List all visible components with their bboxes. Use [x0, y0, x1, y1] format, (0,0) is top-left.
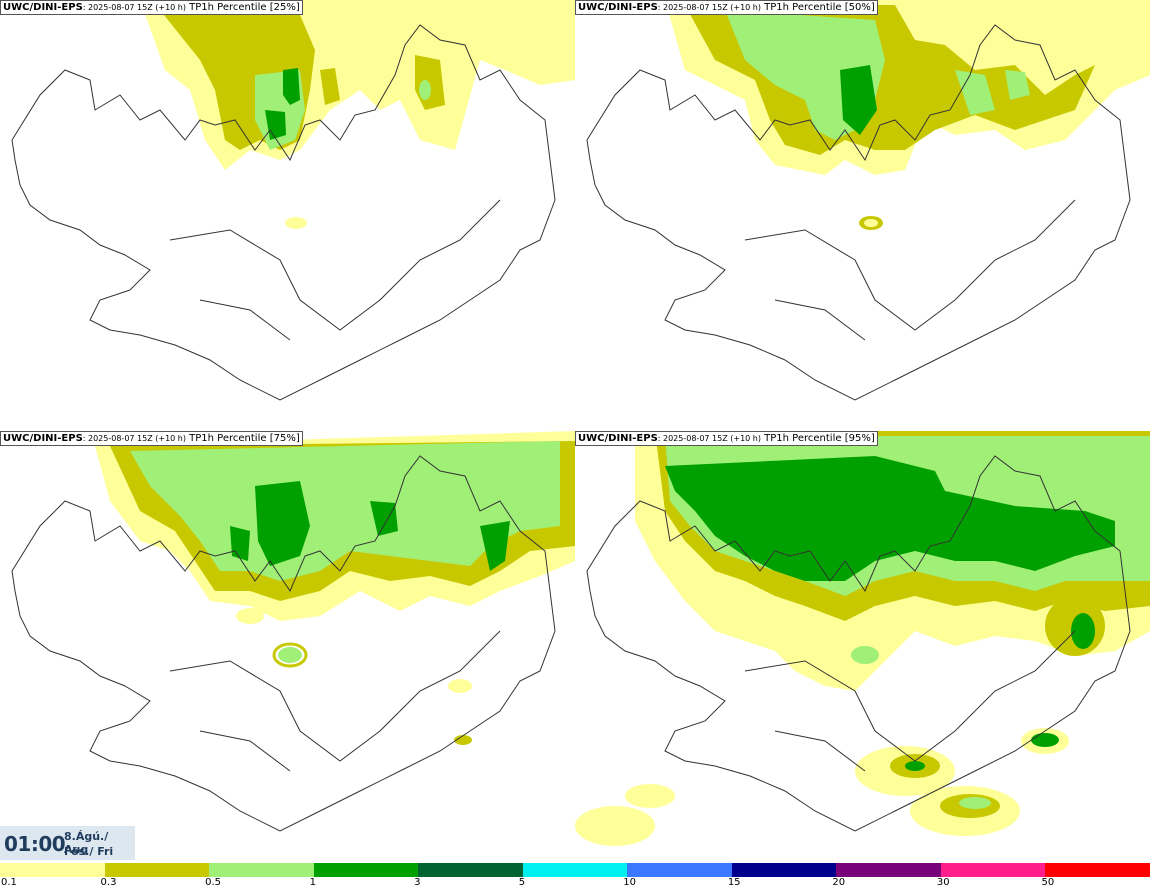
colorbar-tick-label: 20	[832, 877, 846, 888]
valid-weekday: Fös./ Fri	[64, 845, 114, 858]
map-panel-p75: UWC/DINI-EPS: 2025-08-07 15Z (+10 h) TP1…	[0, 431, 575, 861]
model-name: UWC/DINI-EPS	[3, 433, 83, 444]
valid-date: 8.Ágú./ Aug	[64, 830, 109, 856]
coastline	[11, 455, 556, 832]
precip-field	[665, 0, 1150, 230]
colorbar-tick-label: 0.3	[100, 877, 117, 888]
colorbar-tick-label: 0.1	[1, 877, 17, 888]
field-name: TP1h Percentile [75%]	[185, 433, 300, 444]
precip-map	[11, 0, 575, 401]
precip-field	[140, 0, 575, 229]
colorbar-segment	[940, 863, 1046, 877]
colorbar-segment	[522, 863, 628, 877]
precip-map	[586, 0, 1150, 401]
colorbar-segment	[209, 863, 314, 877]
coastline	[586, 455, 1131, 832]
colorbar-segment	[418, 863, 523, 877]
precip-map	[575, 431, 1150, 846]
field-name: TP1h Percentile [25%]	[185, 2, 300, 13]
run-info: : 2025-08-07 15Z (+10 h)	[82, 434, 186, 443]
precip-colorbar	[0, 863, 1150, 877]
coastline	[11, 24, 556, 401]
model-name: UWC/DINI-EPS	[578, 2, 658, 13]
map-panel-p95: UWC/DINI-EPS: 2025-08-07 15Z (+10 h) TP1…	[575, 431, 1150, 861]
colorbar-tick-label: 50	[1041, 877, 1055, 888]
colorbar-tick-label: 10	[623, 877, 636, 888]
colorbar-tick-label: 3	[414, 877, 421, 888]
colorbar-segment	[1045, 863, 1150, 877]
panel-title: UWC/DINI-EPS: 2025-08-07 15Z (+10 h) TP1…	[575, 0, 878, 15]
colorbar-tick-label: 30	[936, 877, 950, 888]
precip-field	[95, 431, 575, 745]
model-name: UWC/DINI-EPS	[3, 2, 83, 13]
map-panel-p50: UWC/DINI-EPS: 2025-08-07 15Z (+10 h) TP1…	[575, 0, 1150, 430]
panel-title: UWC/DINI-EPS: 2025-08-07 15Z (+10 h) TP1…	[0, 431, 303, 446]
valid-time: 01:00	[4, 832, 66, 856]
colorbar-tick-label: 0.5	[205, 877, 221, 888]
run-info: : 2025-08-07 15Z (+10 h)	[657, 434, 761, 443]
precip-map	[11, 431, 575, 832]
colorbar-tick-label: 15	[727, 877, 741, 888]
colorbar-segment	[313, 863, 419, 877]
run-info: : 2025-08-07 15Z (+10 h)	[657, 3, 761, 12]
valid-time-box: 01:00 8.Ágú./ Aug Fös./ Fri	[0, 826, 135, 860]
panel-title: UWC/DINI-EPS: 2025-08-07 15Z (+10 h) TP1…	[575, 431, 878, 446]
map-panel-p25: UWC/DINI-EPS: 2025-08-07 15Z (+10 h) TP1…	[0, 0, 575, 430]
precip-field	[575, 431, 1150, 846]
colorbar-segment	[836, 863, 941, 877]
colorbar-segment	[731, 863, 837, 877]
colorbar-segment	[627, 863, 732, 877]
colorbar-tick-label: 1	[309, 877, 316, 888]
run-info: : 2025-08-07 15Z (+10 h)	[82, 3, 186, 12]
panel-title: UWC/DINI-EPS: 2025-08-07 15Z (+10 h) TP1…	[0, 0, 303, 15]
colorbar-tick-label: 5	[518, 877, 526, 888]
coastline	[586, 24, 1131, 401]
model-name: UWC/DINI-EPS	[578, 433, 658, 444]
colorbar-segment	[0, 863, 105, 877]
field-name: TP1h Percentile [50%]	[760, 2, 875, 13]
field-name: TP1h Percentile [95%]	[760, 433, 875, 444]
colorbar-segment	[104, 863, 210, 877]
